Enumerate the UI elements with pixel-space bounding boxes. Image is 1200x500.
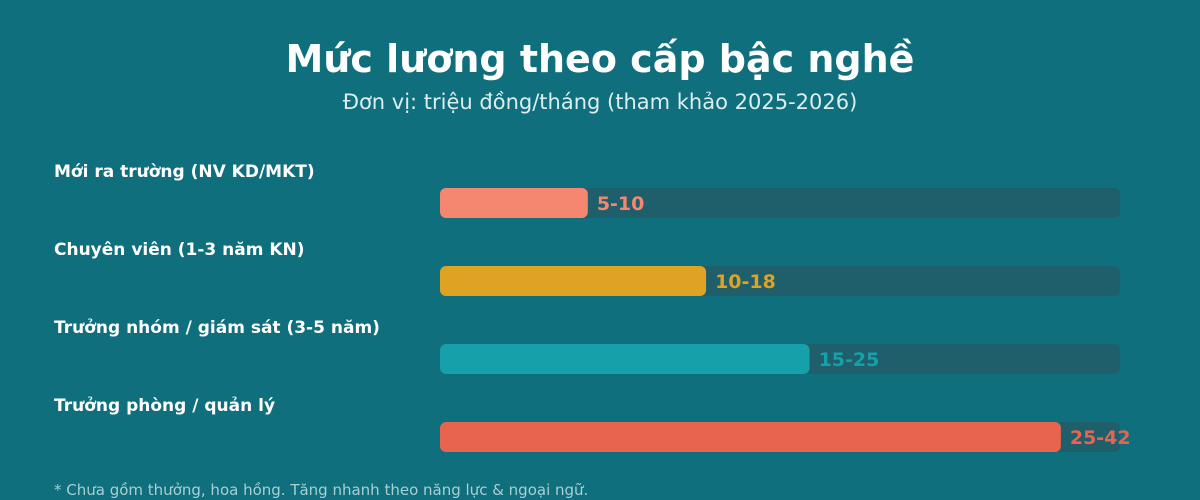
category-label: Trưởng nhóm / giám sát (3-5 năm) (54, 318, 380, 338)
chart-subtitle: Đơn vị: triệu đồng/tháng (tham khảo 2025… (342, 90, 858, 114)
footnote: * Chưa gồm thưởng, hoa hồng. Tăng nhanh … (54, 481, 589, 499)
value-label: 5-10 (597, 193, 645, 215)
salary-bar (440, 344, 810, 374)
value-label: 10-18 (715, 271, 776, 293)
chart-title: Mức lương theo cấp bậc nghề (285, 37, 915, 81)
category-label: Chuyên viên (1-3 năm KN) (54, 240, 305, 260)
salary-bar (440, 422, 1061, 452)
bar-track (440, 188, 1120, 218)
salary-bar (440, 266, 707, 296)
value-label: 15-25 (819, 349, 880, 371)
category-label: Mới ra trường (NV KD/MKT) (54, 162, 315, 182)
value-label: 25-42 (1070, 427, 1131, 449)
category-label: Trưởng phòng / quản lý (54, 396, 275, 416)
salary-bar (440, 188, 588, 218)
